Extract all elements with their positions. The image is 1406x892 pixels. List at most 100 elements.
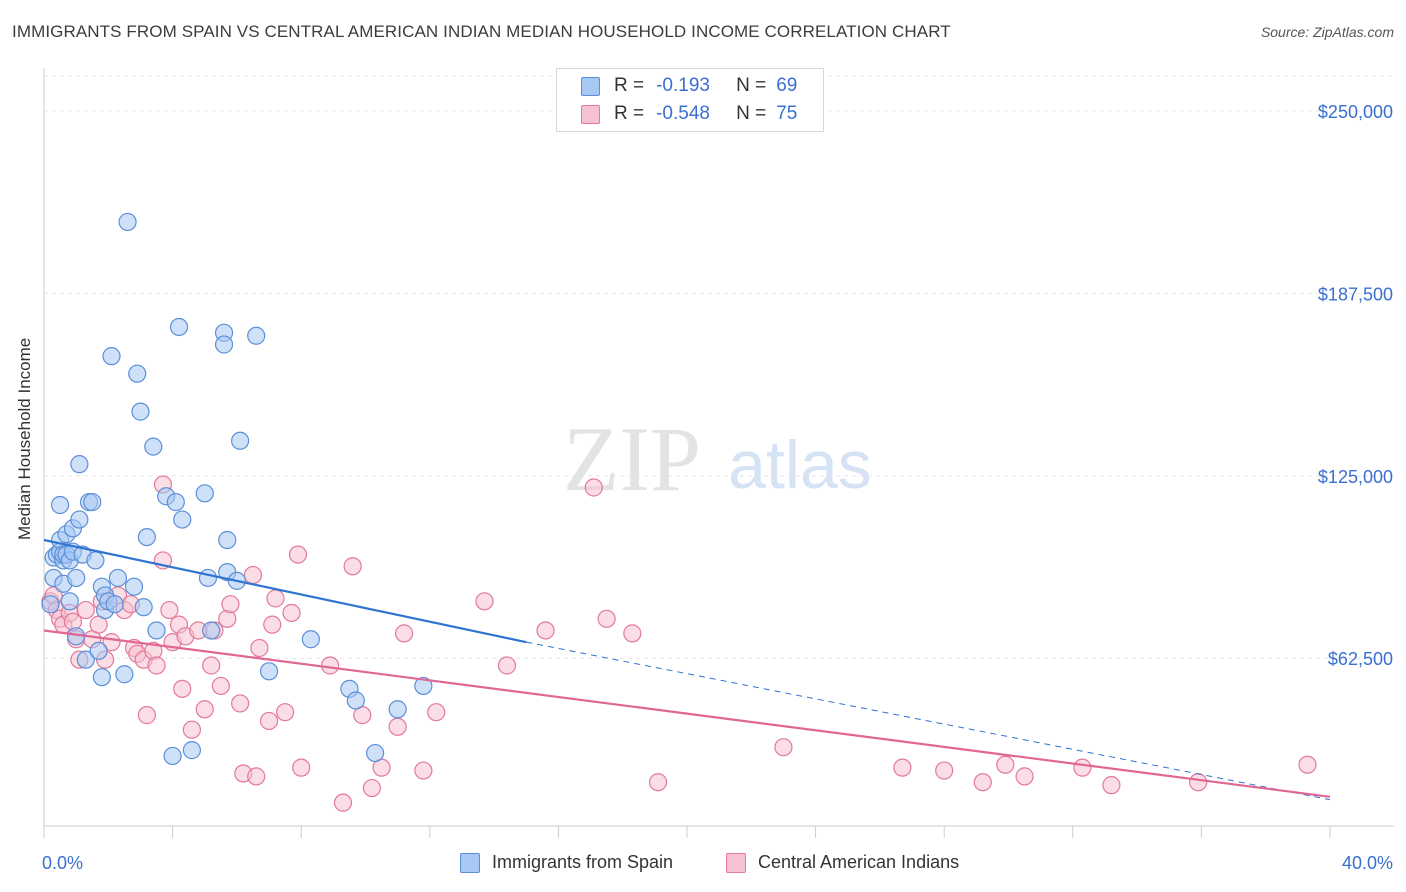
data-point-spain (89, 641, 108, 661)
data-point-cai (388, 717, 407, 736)
data-point-cai (321, 656, 340, 675)
data-point-cai (597, 609, 616, 628)
legend-row-spain: R = -0.193 N = 69 (557, 72, 797, 100)
watermark-atlas: atlas (728, 427, 872, 503)
legend-row-cai: R = -0.548 N = 75 (557, 100, 797, 128)
data-point-spain (115, 665, 134, 684)
trend-line-cai (43, 629, 1331, 798)
data-point-cai (1298, 755, 1317, 774)
legend-swatch-spain (460, 852, 480, 873)
y-tick-label: $187,500 (1318, 284, 1393, 304)
data-point-spain (86, 551, 105, 570)
data-point-spain (102, 347, 121, 366)
data-point-cai (333, 793, 353, 812)
data-point-spain (214, 335, 234, 354)
data-point-cai (362, 778, 382, 798)
legend-swatch-cai (726, 852, 746, 873)
data-point-cai (475, 592, 494, 611)
legend-label-cai: Central American Indians (758, 852, 960, 872)
legend-r-value: -0.548 (656, 103, 710, 124)
data-point-spain (92, 668, 111, 687)
data-point-spain (128, 364, 147, 383)
data-point-cai (1073, 758, 1092, 777)
data-point-cai (973, 773, 992, 792)
data-point-spain (301, 630, 320, 649)
data-point-cai (343, 557, 362, 576)
data-point-spain (137, 527, 156, 547)
data-point-spain (169, 317, 189, 337)
data-point-cai (182, 720, 201, 739)
data-point-cai (243, 565, 263, 585)
data-point-spain (195, 484, 214, 503)
data-point-spain (76, 650, 95, 669)
data-point-spain (131, 402, 150, 421)
data-point-cai (202, 656, 221, 675)
data-point-cai (394, 624, 414, 643)
data-point-cai (173, 679, 192, 698)
data-point-spain (147, 621, 166, 640)
y-tick-label: $250,000 (1318, 102, 1393, 122)
data-point-cai (893, 758, 912, 777)
data-point-spain (124, 577, 144, 596)
data-point-spain (70, 455, 89, 474)
data-point-spain (259, 662, 279, 681)
data-point-spain (70, 510, 89, 529)
x-tick-label: 0.0% (42, 853, 83, 873)
axes (43, 68, 1394, 838)
data-point-cai (996, 755, 1015, 774)
data-point-cai (1189, 773, 1208, 792)
data-point-spain (231, 431, 250, 450)
data-point-cai (259, 711, 279, 731)
data-point-cai (266, 589, 285, 608)
data-point-cai (1102, 776, 1121, 795)
data-point-spain (182, 741, 201, 760)
legend-n-value: 69 (776, 75, 798, 96)
data-point-cai (231, 694, 250, 713)
data-point-cai (536, 621, 555, 640)
data-point-cai (147, 656, 166, 675)
data-point-spain (198, 568, 218, 588)
data-point-cai (276, 703, 295, 722)
data-point-cai (137, 706, 156, 725)
data-point-cai (282, 603, 301, 623)
data-point-cai (263, 615, 282, 634)
data-point-spain (41, 595, 60, 614)
source-label: Source: ZipAtlas.com (1260, 24, 1394, 40)
data-point-cai (76, 600, 95, 620)
data-point-spain (118, 212, 137, 232)
data-point-spain (173, 510, 192, 529)
series-immigrants-from-spain (41, 212, 433, 766)
legend-n-label: N = (736, 103, 767, 124)
data-point-cai (584, 478, 603, 497)
data-point-cai (211, 676, 230, 696)
data-point-cai (250, 638, 269, 658)
data-point-spain (346, 691, 365, 710)
watermark-zip: ZIP (563, 408, 701, 510)
legend-swatch-spain (581, 76, 600, 96)
series-legend: Immigrants from Spain Central American I… (0, 852, 1406, 878)
data-point-spain (50, 495, 70, 515)
legend-n-label: N = (736, 75, 767, 96)
x-tick-label: 40.0% (1342, 853, 1393, 873)
data-point-cai (497, 656, 517, 675)
trend-lines (43, 538, 1331, 801)
data-point-cai (247, 767, 266, 786)
data-point-cai (288, 545, 308, 564)
series-central-american-indians (41, 475, 1317, 812)
data-point-spain (202, 621, 221, 640)
tick-labels: $62,500 $125,000 $187,500 $250,000 0.0% 40.0% (42, 102, 1393, 873)
data-point-cai (221, 595, 240, 614)
legend-item-spain: Immigrants from Spain (460, 852, 673, 873)
data-point-spain (366, 743, 385, 763)
data-point-cai (414, 761, 433, 780)
chart-title: IMMIGRANTS FROM SPAIN VS CENTRAL AMERICA… (12, 22, 951, 41)
legend-r-value: -0.193 (656, 75, 710, 96)
legend-label-spain: Immigrants from Spain (492, 852, 674, 872)
data-point-cai (1015, 767, 1034, 786)
trend-line-spain-extrapolated (526, 641, 1331, 801)
data-point-cai (935, 761, 954, 780)
legend-r-label: R = (614, 75, 645, 96)
data-point-cai (160, 600, 179, 620)
trend-line-spain (43, 538, 527, 644)
